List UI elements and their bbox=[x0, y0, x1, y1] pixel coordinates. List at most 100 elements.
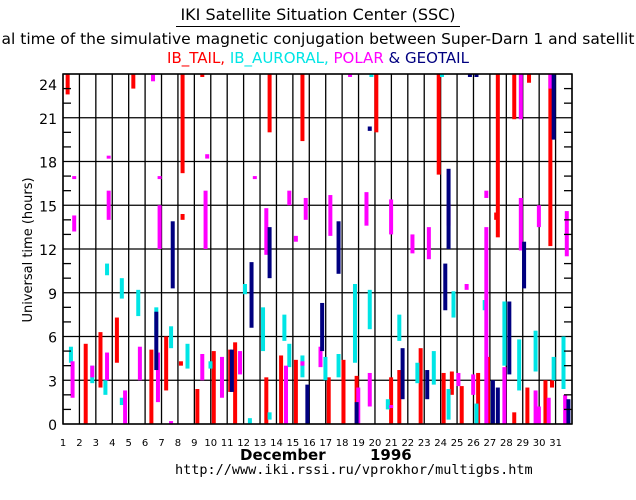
bar-polar bbox=[252, 176, 257, 180]
bar-ib-auroral bbox=[119, 397, 124, 406]
x-tick-label: 2 bbox=[76, 438, 82, 449]
bar-geotail bbox=[425, 370, 430, 400]
bar-polar bbox=[564, 211, 569, 257]
legend-entry: IB_TAIL, bbox=[167, 49, 226, 67]
bar-ib-tail bbox=[131, 74, 136, 89]
bar-geotail bbox=[490, 380, 495, 424]
x-tick-label: 15 bbox=[287, 438, 300, 449]
bar-polar bbox=[169, 421, 174, 425]
bar-polar bbox=[264, 208, 269, 255]
bar-ib-auroral bbox=[323, 356, 328, 381]
source-url[interactable]: http://www.iki.rssi.ru/vprokhor/multigbs… bbox=[175, 462, 533, 478]
bar-ib-tail bbox=[326, 377, 331, 424]
bar-ib-tail bbox=[512, 74, 517, 120]
bar-polar bbox=[426, 227, 431, 260]
bar-geotail bbox=[474, 74, 479, 77]
x-tick-label: 3 bbox=[93, 438, 99, 449]
bar-ib-tail bbox=[476, 372, 481, 424]
bar-ib-tail bbox=[418, 348, 423, 424]
bar-ib-tail bbox=[449, 371, 454, 395]
bar-polar bbox=[484, 227, 489, 424]
bar-ib-auroral bbox=[474, 403, 479, 424]
x-tick-label: 31 bbox=[549, 438, 562, 449]
bar-geotail bbox=[336, 221, 341, 274]
bar-ib-tail bbox=[397, 370, 402, 424]
bar-polar bbox=[287, 190, 292, 206]
bar-geotail bbox=[170, 221, 175, 289]
x-tick-label: 12 bbox=[237, 438, 250, 449]
bar-ib-tail bbox=[164, 336, 169, 391]
bar-polar bbox=[536, 205, 541, 228]
bar-ib-auroral bbox=[242, 284, 247, 295]
x-tick-label: 22 bbox=[401, 438, 414, 449]
series-legend: IB_TAIL, IB_AURORAL, POLAR & GEOTAIL bbox=[0, 49, 636, 67]
bar-polar bbox=[238, 351, 243, 375]
bar-ib-tail bbox=[548, 74, 553, 247]
bar-ib-tail bbox=[550, 380, 555, 388]
bar-polar bbox=[502, 367, 507, 424]
bar-ib-auroral bbox=[367, 289, 372, 330]
bar-polar bbox=[157, 205, 162, 249]
bar-polar bbox=[137, 346, 142, 381]
bar-polar bbox=[106, 190, 111, 220]
legend-entry: & bbox=[383, 49, 405, 67]
bar-ib-auroral bbox=[451, 291, 456, 318]
bar-ib-auroral bbox=[261, 307, 266, 352]
bar-polar bbox=[284, 365, 289, 424]
bar-geotail bbox=[507, 301, 512, 375]
bar-ib-tail bbox=[65, 74, 70, 95]
bar-ib-auroral bbox=[440, 74, 445, 77]
bar-polar bbox=[471, 374, 476, 395]
bar-ib-tail bbox=[441, 372, 446, 424]
bar-ib-tail bbox=[180, 214, 185, 220]
bar-ib-tail bbox=[436, 74, 441, 175]
bar-polar bbox=[518, 197, 523, 251]
bar-ib-tail bbox=[527, 74, 532, 83]
bar-ib-tail bbox=[459, 386, 464, 424]
bar-polar bbox=[484, 190, 489, 198]
bar-polar bbox=[293, 235, 298, 242]
bar-polar bbox=[533, 390, 538, 424]
bar-polar bbox=[410, 234, 415, 254]
bar-geotail bbox=[566, 399, 571, 424]
bar-polar bbox=[456, 372, 461, 387]
bar-ib-tail bbox=[300, 74, 305, 142]
bar-ib-auroral bbox=[369, 74, 374, 77]
bar-geotail bbox=[367, 126, 372, 131]
y-tick-label: 9 bbox=[48, 287, 57, 303]
bar-ib-auroral bbox=[300, 355, 305, 378]
bar-ib-auroral bbox=[551, 356, 556, 381]
bar-ib-auroral bbox=[446, 389, 451, 420]
bar-ib-tail bbox=[264, 377, 269, 424]
x-tick-label: 25 bbox=[451, 438, 464, 449]
y-tick-label: 15 bbox=[39, 199, 57, 215]
bar-polar bbox=[155, 352, 160, 403]
bar-geotail bbox=[267, 227, 272, 279]
bar-ib-tail bbox=[543, 380, 548, 424]
bar-ib-auroral bbox=[119, 278, 124, 299]
x-tick-label: 10 bbox=[204, 438, 217, 449]
bar-polar bbox=[389, 405, 394, 409]
bar-polar bbox=[123, 390, 128, 424]
bar-ib-auroral bbox=[415, 362, 420, 384]
bar-polar bbox=[105, 352, 110, 381]
bar-polar bbox=[364, 192, 369, 226]
y-axis-label: Universal time (hours) bbox=[21, 177, 36, 322]
bar-polar bbox=[464, 284, 469, 290]
y-tick-label: 6 bbox=[48, 331, 57, 347]
bar-polar bbox=[151, 74, 156, 82]
x-tick-label: 14 bbox=[270, 438, 283, 449]
bar-geotail bbox=[249, 262, 254, 328]
bar-polar bbox=[205, 154, 210, 159]
bar-polar bbox=[203, 190, 208, 249]
x-tick-label: 11 bbox=[221, 438, 234, 449]
bar-ib-tail bbox=[341, 359, 346, 424]
bar-polar bbox=[200, 354, 205, 381]
bar-geotail bbox=[551, 74, 556, 140]
bar-polar bbox=[546, 397, 551, 424]
x-tick-label: 8 bbox=[175, 438, 181, 449]
bar-ib-auroral bbox=[136, 289, 141, 317]
y-tick-label: 18 bbox=[39, 156, 57, 172]
bar-geotail bbox=[400, 348, 405, 400]
